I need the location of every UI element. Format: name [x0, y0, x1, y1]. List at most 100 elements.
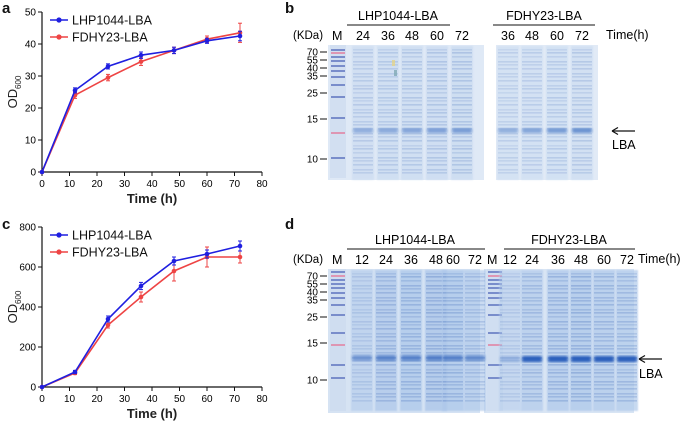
gel-d-minor-band	[571, 369, 591, 371]
gel-d-minor-band	[352, 297, 372, 299]
gel-d-minor-band	[617, 324, 637, 326]
gel-b-mw-label: 15	[307, 115, 319, 126]
gel-d-minor-band	[443, 280, 463, 282]
gel-b-lane	[401, 46, 423, 180]
gel-b-kda-label: (KDa)	[293, 30, 323, 42]
gel-b-minor-band	[522, 140, 542, 142]
gel-d-minor-band	[522, 396, 542, 398]
gel-b-lane-label: 60	[430, 29, 444, 43]
gel-d-minor-band	[376, 297, 396, 299]
gel-b-lane	[521, 46, 543, 180]
gel-d-minor-band	[376, 336, 396, 338]
gel-d-minor-band	[571, 388, 591, 390]
chart-a-series-lhp1044-lba-point	[204, 38, 210, 44]
gel-b-lane	[497, 46, 519, 180]
gel-b-lane	[377, 46, 399, 180]
chart-a-x-tick-label: 40	[146, 179, 158, 190]
gel-b-minor-band	[378, 136, 398, 138]
gel-d-marker-label-2: M	[487, 253, 497, 267]
gel-d-marker-band	[488, 275, 502, 277]
chart-c-legend-fdhy23-lba-label: FDHY23-LBA	[72, 246, 148, 260]
gel-b-minor-band	[427, 160, 447, 162]
chart-a-y-tick-label: 0	[30, 168, 36, 179]
gel-b-minor-band	[427, 148, 447, 150]
gel-d-minor-band	[465, 372, 485, 374]
gel-d-minor-band	[522, 400, 542, 402]
gel-d-minor-band	[617, 393, 637, 395]
gel-d-mw-label: 55	[307, 280, 319, 291]
gel-d-minor-band	[465, 297, 485, 299]
chart-a-x-axis-label: Time (h)	[127, 191, 177, 206]
gel-d-marker-band	[331, 332, 345, 334]
gel-b-minor-band	[378, 145, 398, 147]
gel-b-minor-band	[522, 116, 542, 118]
gel-b-minor-band	[522, 97, 542, 99]
gel-d-minor-band	[500, 384, 520, 386]
chart-c-y-tick-label: 400	[19, 303, 36, 314]
gel-b-minor-band	[452, 136, 472, 138]
gel-b-minor-band	[547, 136, 567, 138]
gel-d-minor-band	[426, 384, 446, 386]
chart-c-legend-lhp1044-lba-marker	[56, 232, 62, 238]
chart-c-x-tick-label: 40	[146, 394, 158, 405]
gel-b-minor-band	[452, 76, 472, 78]
gel-d-minor-band	[443, 381, 463, 383]
gel-d-minor-band	[352, 309, 372, 311]
gel-d-marker-band	[488, 271, 502, 273]
gel-d-minor-band	[548, 336, 568, 338]
gel-d-minor-band	[352, 396, 372, 398]
gel-b-minor-band	[452, 64, 472, 66]
gel-b-minor-band	[353, 76, 373, 78]
gel-b-minor-band	[353, 85, 373, 87]
gel-b-minor-band	[498, 136, 518, 138]
gel-b-minor-band	[402, 80, 422, 82]
gel-b-marker-band	[331, 96, 345, 98]
gel-b-minor-band	[572, 80, 592, 82]
gel-d-minor-band	[522, 288, 542, 290]
gel-d-minor-band	[352, 300, 372, 302]
gel-d-minor-band	[548, 372, 568, 374]
gel-d-minor-band	[594, 312, 614, 314]
chart-c-y-tick-label: 0	[30, 383, 36, 394]
gel-d-minor-band	[617, 328, 637, 330]
gel-d-minor-band	[426, 336, 446, 338]
gel-b-marker-band	[331, 49, 345, 51]
gel-b-minor-band	[522, 133, 542, 135]
gel-b-minor-band	[547, 112, 567, 114]
gel-b-lba-band	[498, 128, 518, 133]
gel-d-minor-band	[401, 381, 421, 383]
sds-page-gel-b: LHP1044-LBA FDHY23-LBA (KDa) M Time(h) 2…	[293, 9, 649, 180]
gel-d-minor-band	[426, 297, 446, 299]
chart-a-series-fdhy23-lba-point	[138, 59, 144, 64]
gel-d-minor-band	[500, 276, 520, 278]
gel-b-minor-band	[402, 172, 422, 174]
chart-a-y-tick-label: 40	[25, 40, 37, 51]
gel-b-minor-band	[378, 148, 398, 150]
gel-d-minor-band	[465, 280, 485, 282]
gel-d-lane	[464, 270, 486, 411]
gel-d-minor-band	[376, 352, 396, 354]
gel-b-minor-band	[452, 145, 472, 147]
gel-d-minor-band	[522, 276, 542, 278]
gel-b-minor-band	[353, 68, 373, 70]
gel-b-minor-band	[353, 88, 373, 90]
gel-b-minor-band	[402, 85, 422, 87]
gel-b-minor-band	[353, 136, 373, 138]
gel-d-minor-band	[617, 312, 637, 314]
chart-c-y-axis-label: OD600	[5, 290, 23, 323]
gel-d-marker-band	[331, 279, 345, 281]
gel-d-minor-band	[617, 396, 637, 398]
gel-b-minor-band	[522, 104, 542, 106]
gel-d-minor-band	[376, 273, 396, 275]
gel-b-lba-band	[452, 128, 472, 133]
gel-b-minor-band	[498, 116, 518, 118]
gel-d-minor-band	[522, 369, 542, 371]
gel-b-minor-band	[547, 160, 567, 162]
gel-d-minor-band	[500, 376, 520, 378]
gel-b-minor-band	[572, 172, 592, 174]
gel-d-minor-band	[465, 273, 485, 275]
gel-d-minor-band	[443, 336, 463, 338]
gel-b-minor-band	[572, 109, 592, 111]
gel-d-minor-band	[522, 376, 542, 378]
gel-d-minor-band	[500, 280, 520, 282]
